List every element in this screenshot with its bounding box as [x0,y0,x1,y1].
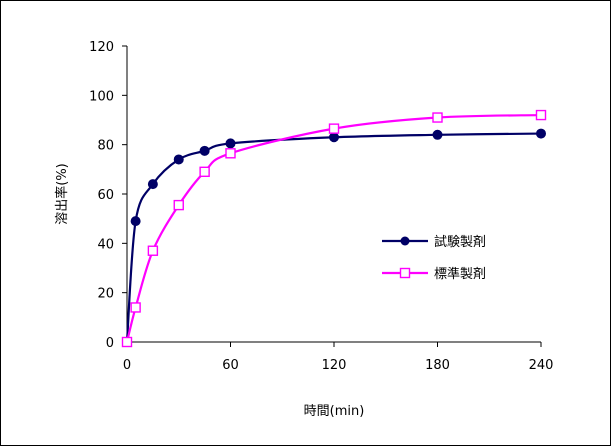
y-tick-label: 120 [89,40,114,55]
y-tick-label: 20 [97,287,114,302]
y-tick-label: 60 [97,188,114,203]
data-point [536,128,546,139]
legend-label: 標準製剤 [434,266,486,282]
series-1 [122,128,546,347]
y-ticks: 0 20 40 60 80 100 120 [89,40,127,351]
x-tick-label: 240 [529,358,554,373]
x-ticks: 0 60 120 180 240 [123,342,554,373]
series-line [125,113,542,343]
x-tick-label: 180 [425,358,450,373]
x-tick-label: 60 [222,358,239,373]
x-tick-label: 0 [123,358,131,373]
legend-marker [400,236,410,246]
y-tick-label: 40 [97,237,114,252]
data-point [225,148,236,159]
data-point [432,129,443,140]
data-point [432,112,443,123]
x-tick-label: 120 [322,358,347,373]
data-point [328,123,340,134]
y-tick-label: 100 [89,89,114,104]
data-point [130,216,141,227]
data-point [173,199,184,211]
legend-label: 試験製剤 [434,234,486,250]
data-point [225,138,236,149]
data-point [535,109,547,121]
data-point [329,132,339,143]
series-group [121,109,547,348]
legend-marker [399,267,411,279]
y-tick-label: 80 [97,139,114,154]
x-axis-label: 時間(min) [304,404,365,419]
series-2 [121,109,547,348]
data-point [147,179,158,190]
y-axis-label: 溶出率(%) [54,163,70,225]
data-point [130,302,141,313]
data-point [199,145,210,156]
axes [126,46,541,343]
data-point [121,336,133,348]
data-point [199,166,210,178]
y-tick-label: 0 [106,336,114,351]
data-point [173,154,184,165]
data-point [147,245,159,256]
